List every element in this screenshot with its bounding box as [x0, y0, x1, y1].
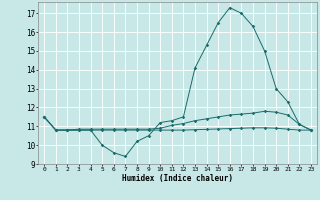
X-axis label: Humidex (Indice chaleur): Humidex (Indice chaleur) [122, 174, 233, 183]
